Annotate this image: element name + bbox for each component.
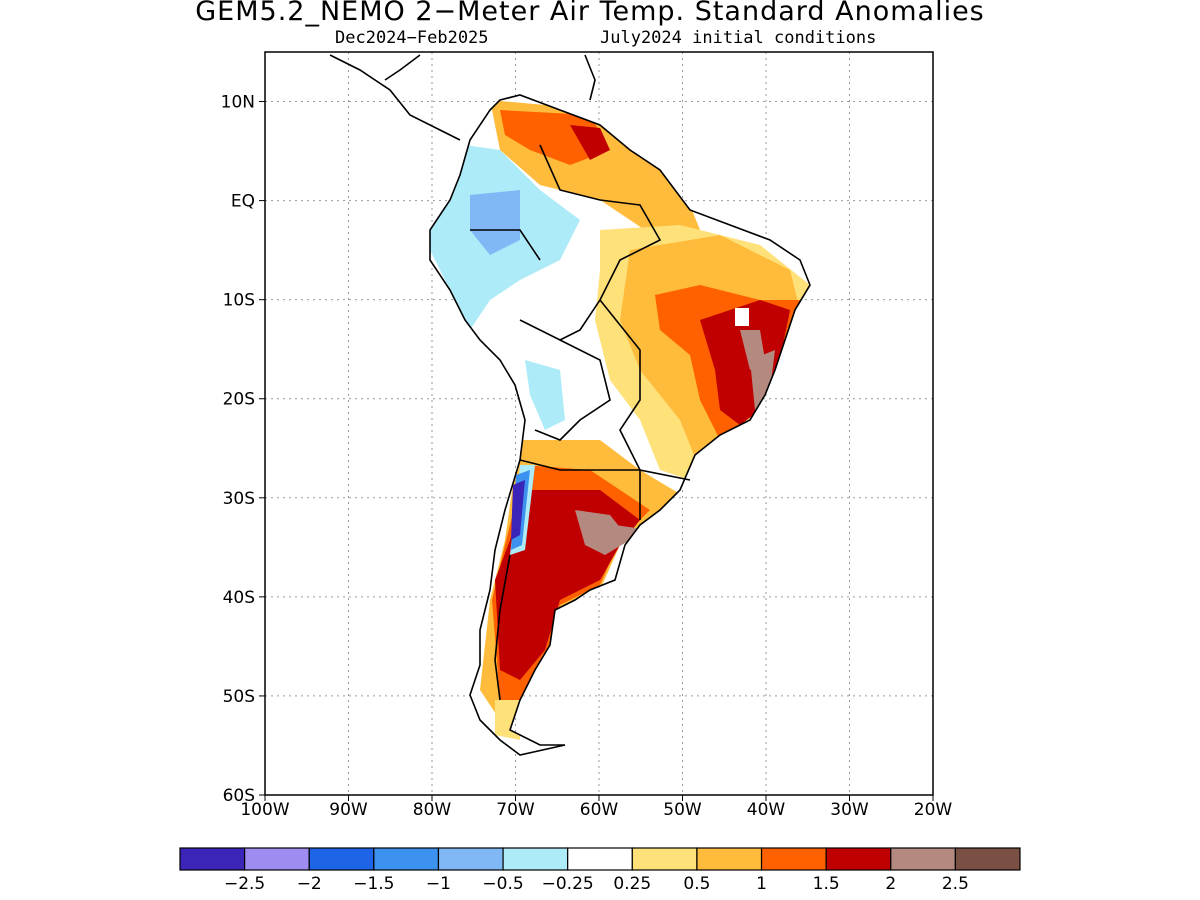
coastlines (329, 54, 811, 756)
map-title: GEM5.2_NEMO 2−Meter Air Temp. Standard A… (195, 0, 985, 27)
lat-tick-label: 40S (223, 588, 255, 608)
plot-frame (264, 51, 934, 796)
lon-tick-label: 80W (413, 800, 452, 820)
lat-tick-label: 10N (221, 93, 255, 113)
lat-tick-label: 30S (223, 489, 255, 509)
legend-swatch (696, 847, 763, 871)
legend-swatch (567, 847, 633, 871)
legend-swatch (244, 847, 310, 871)
legend-swatch (502, 847, 569, 871)
lon-tick-label: 30W (830, 800, 869, 820)
lon-tick-label: 90W (329, 800, 368, 820)
legend-label: −0.25 (542, 874, 594, 894)
lat-tick-label: 10S (223, 291, 255, 311)
lat-tick-label: 20S (223, 390, 255, 410)
latitude-labels: 10N EQ 10S 20S 30S 40S 50S 60S (221, 93, 265, 806)
legend-label: −0.5 (482, 874, 523, 894)
lat-tick-label: 50S (223, 687, 255, 707)
init-conditions-subtitle: July2024 initial conditions (600, 28, 877, 48)
legend-labels: −2.5 −2 −1.5 −1 −0.5 −0.25 0.25 0.5 1 1.5 2 2.5 (224, 874, 969, 894)
lon-tick-label: 60W (580, 800, 619, 820)
legend-swatch (825, 847, 892, 871)
legend-swatch (437, 847, 504, 871)
lon-tick-label: 20W (914, 800, 953, 820)
legend-swatch (631, 847, 698, 871)
legend-swatch (890, 847, 956, 871)
legend-label: −1 (426, 874, 451, 894)
lat-tick-label: EQ (231, 192, 255, 212)
legend-label: −2.5 (224, 874, 265, 894)
lon-tick-label: 70W (496, 800, 535, 820)
lon-tick-label: 100W (240, 800, 289, 820)
legend-label: 2.5 (942, 874, 969, 894)
legend-label: 2 (885, 874, 896, 894)
season-subtitle: Dec2024−Feb2025 (335, 28, 489, 48)
legend-swatch (308, 847, 375, 871)
legend-label: 1.5 (813, 874, 840, 894)
legend-label: 0.5 (683, 874, 710, 894)
lat-tick-label: 60S (223, 786, 255, 806)
legend-swatch (760, 847, 827, 871)
legend-swatch (373, 847, 440, 871)
longitude-labels: 100W 90W 80W 70W 60W 50W 40W 30W 20W (240, 795, 952, 820)
legend-swatch (954, 847, 1021, 871)
legend-label: −1.5 (353, 874, 394, 894)
legend-label: 0.25 (613, 874, 651, 894)
lon-tick-label: 50W (663, 800, 702, 820)
legend-swatch (179, 847, 246, 871)
lon-tick-label: 40W (747, 800, 786, 820)
legend-colorbar (179, 847, 1021, 871)
legend-label: 1 (756, 874, 767, 894)
legend-label: −2 (297, 874, 322, 894)
